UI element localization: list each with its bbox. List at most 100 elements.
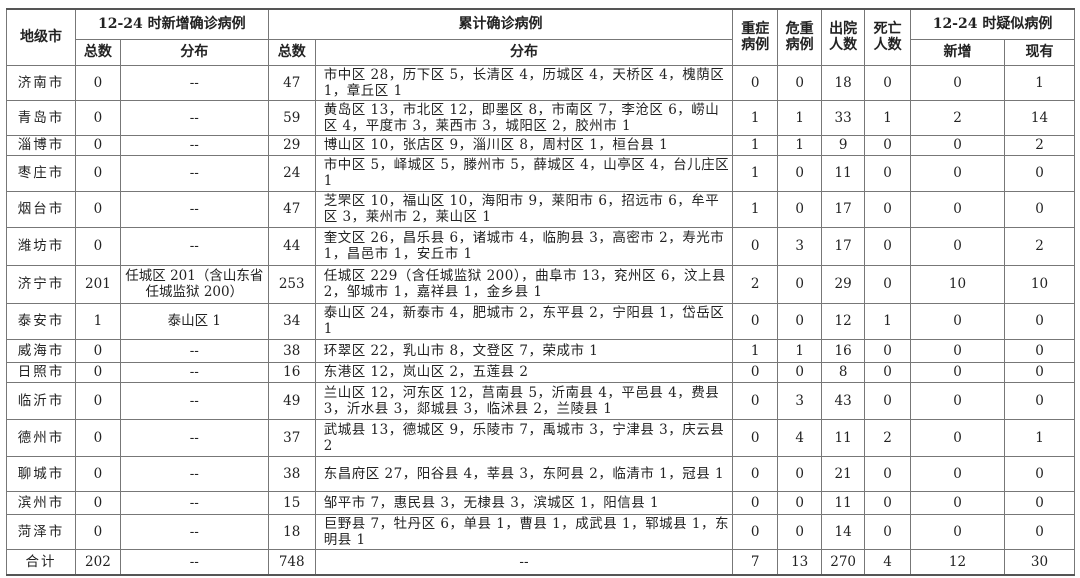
cell-s-new: 0: [910, 381, 1005, 420]
cell-discharged: 11: [821, 418, 866, 457]
cell-severe: 2: [732, 264, 779, 304]
cell-s-cur: 0: [1003, 490, 1076, 515]
cell-s-new: 0: [910, 513, 1005, 550]
cell-cum-dist: 任城区 229（含任城监狱 200），曲阜市 13，兖州区 6，汶上县 2，邹城…: [314, 264, 734, 304]
cell-cum-dist: 市中区 28，历下区 5，长清区 4，历城区 4，天桥区 4，槐荫区 1，章丘区…: [314, 64, 734, 101]
table-row: 济南市 0 -- 47 市中区 28，历下区 5，长清区 4，历城区 4，天桥区 4，槐…: [6, 64, 1076, 101]
cell-new-total: 0: [74, 226, 121, 266]
cell-new-dist: 任城区 201（含山东省任城监狱 200）: [119, 264, 269, 304]
cell-discharged: 33: [821, 99, 866, 136]
cell-new-total: 0: [74, 338, 121, 363]
cell-s-new: 0: [910, 64, 1005, 101]
cell-new-dist: --: [119, 226, 269, 266]
cell-city: 威海市: [6, 338, 76, 363]
cell-severe: 0: [732, 226, 779, 266]
cell-critical: 0: [777, 264, 823, 304]
cell-new-total: 0: [74, 490, 121, 515]
cell-s-cur: 1: [1003, 418, 1076, 457]
cell-s-cur: 30: [1003, 548, 1076, 576]
cell-city: 枣庄市: [6, 154, 76, 192]
cell-cum-total: 34: [267, 302, 316, 340]
cell-s-cur: 1: [1003, 64, 1076, 101]
cell-s-new: 0: [910, 455, 1005, 492]
cell-cum-dist: 东昌府区 27，阳谷县 4，莘县 3，东阿县 2，临清市 1，冠县 1: [314, 455, 734, 492]
cell-cum-dist: 黄岛区 13，市北区 12，即墨区 8，市南区 7，李沧区 6，崂山区 4，平度…: [314, 99, 734, 136]
cell-s-new: 0: [910, 361, 1005, 383]
cell-critical: 0: [777, 361, 823, 383]
cell-s-new: 0: [910, 226, 1005, 266]
cell-new-total: 0: [74, 418, 121, 457]
header-suspect-new: 新增: [910, 38, 1005, 66]
cell-new-total: 202: [74, 548, 121, 576]
covid-cases-table: 地级市 12-24 时新增确诊病例 累计确诊病例 重症病例 危重病例 出院人数 …: [6, 8, 1076, 576]
table-row: 济宁市 201 任城区 201（含山东省任城监狱 200） 253 任城区 229（含任…: [6, 264, 1076, 304]
cell-new-dist: --: [119, 154, 269, 192]
cell-severe: 7: [732, 548, 779, 576]
cell-deaths: 0: [864, 190, 912, 228]
cell-critical: 0: [777, 490, 823, 515]
cell-s-new: 0: [910, 154, 1005, 192]
cell-deaths: 0: [864, 455, 912, 492]
cell-new-total: 0: [74, 99, 121, 136]
cell-s-new: 0: [910, 418, 1005, 457]
cell-deaths: 0: [864, 490, 912, 515]
cell-new-dist: --: [119, 455, 269, 492]
cell-severe: 0: [732, 361, 779, 383]
cell-cum-total: 38: [267, 455, 316, 492]
cell-cum-dist: 武城县 13，德城区 9，乐陵市 7，禹城市 3，宁津县 3，庆云县 2: [314, 418, 734, 457]
cell-s-cur: 0: [1003, 381, 1076, 420]
cell-cum-dist: 环翠区 22，乳山市 8，文登区 7，荣成市 1: [314, 338, 734, 363]
cell-s-cur: 2: [1003, 134, 1076, 156]
cell-cum-dist: 兰山区 12，河东区 12，莒南县 5，沂南县 4，平邑县 4，费县 3，沂水县…: [314, 381, 734, 420]
cell-s-new: 2: [910, 99, 1005, 136]
table-row: 烟台市 0 -- 47 芝罘区 10，福山区 10，海阳市 9，莱阳市 6，招远市 6，…: [6, 190, 1076, 228]
header-new-group: 12-24 时新增确诊病例: [74, 8, 269, 40]
cell-critical: 1: [777, 99, 823, 136]
table-row: 聊城市 0 -- 38 东昌府区 27，阳谷县 4，莘县 3，东阿县 2，临清市 1，冠…: [6, 455, 1076, 492]
cell-new-dist: 泰山区 1: [119, 302, 269, 340]
cell-new-dist: --: [119, 513, 269, 550]
cell-critical: 0: [777, 455, 823, 492]
cell-critical: 1: [777, 338, 823, 363]
header-new-dist: 分布: [119, 38, 269, 66]
cell-discharged: 17: [821, 226, 866, 266]
cell-deaths: 0: [864, 64, 912, 101]
cell-s-new: 0: [910, 134, 1005, 156]
cell-deaths: 0: [864, 154, 912, 192]
table-row: 青岛市 0 -- 59 黄岛区 13，市北区 12，即墨区 8，市南区 7，李沧区 6，…: [6, 99, 1076, 136]
cell-critical: 0: [777, 64, 823, 101]
cell-cum-total: 49: [267, 381, 316, 420]
cell-deaths: 0: [864, 264, 912, 304]
cell-cum-total: 37: [267, 418, 316, 457]
total-row: 合计 202 -- 748 -- 7 13 270 4 12 30: [6, 548, 1076, 576]
cell-critical: 0: [777, 302, 823, 340]
cell-new-total: 1: [74, 302, 121, 340]
cell-severe: 0: [732, 513, 779, 550]
cell-city: 德州市: [6, 418, 76, 457]
cell-discharged: 29: [821, 264, 866, 304]
cell-cum-dist: 邹平市 7，惠民县 3，无棣县 3，滨城区 1，阳信县 1: [314, 490, 734, 515]
cell-cum-total: 47: [267, 190, 316, 228]
header-deaths: 死亡人数: [864, 8, 912, 66]
cell-new-dist: --: [119, 134, 269, 156]
cell-s-cur: 0: [1003, 302, 1076, 340]
cell-new-total: 0: [74, 64, 121, 101]
cell-discharged: 21: [821, 455, 866, 492]
cell-s-new: 0: [910, 190, 1005, 228]
cell-new-total: 201: [74, 264, 121, 304]
cell-s-cur: 0: [1003, 190, 1076, 228]
cell-city: 菏泽市: [6, 513, 76, 550]
cell-severe: 1: [732, 338, 779, 363]
cell-new-dist: --: [119, 381, 269, 420]
cell-s-new: 10: [910, 264, 1005, 304]
header-cum-total: 总数: [267, 38, 316, 66]
table-row: 菏泽市 0 -- 18 巨野县 7，牡丹区 6，单县 1，曹县 1，成武县 1，郓城县 …: [6, 513, 1076, 550]
cell-severe: 1: [732, 154, 779, 192]
header-cum-dist: 分布: [314, 38, 734, 66]
cell-deaths: 1: [864, 99, 912, 136]
table-row: 威海市 0 -- 38 环翠区 22，乳山市 8，文登区 7，荣成市 1 1 1 16 0 0 0: [6, 338, 1076, 363]
cell-discharged: 18: [821, 64, 866, 101]
cell-discharged: 11: [821, 154, 866, 192]
